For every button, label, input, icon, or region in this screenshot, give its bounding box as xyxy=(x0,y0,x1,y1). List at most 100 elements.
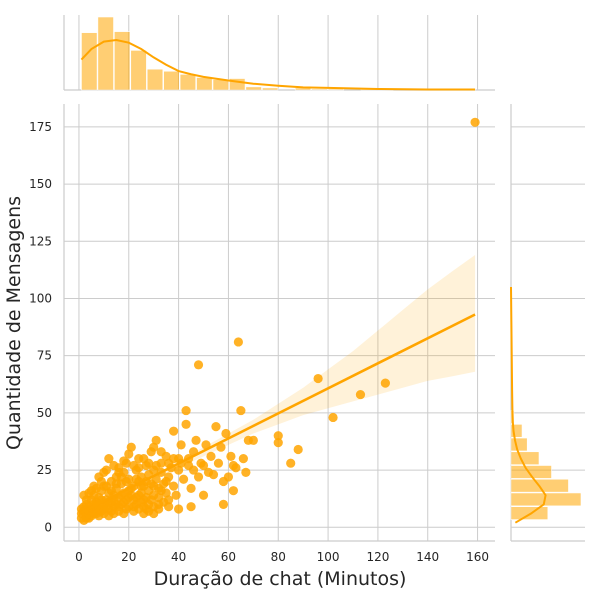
x-tick-label: 160 xyxy=(466,550,489,564)
y-tick-label: 175 xyxy=(29,120,52,134)
data-point xyxy=(233,337,243,347)
data-point xyxy=(114,467,124,477)
data-point xyxy=(151,460,161,471)
data-point xyxy=(164,495,174,505)
data-point xyxy=(104,454,114,464)
y-tick-label: 25 xyxy=(37,463,52,477)
scatter-axes: 0 20 40 60 80 100 120 140 160 0 25 50 75 100 125 150 17… xyxy=(3,104,495,590)
y-histogram-bar xyxy=(510,451,540,465)
x-tick-label: 140 xyxy=(416,550,439,564)
data-point xyxy=(213,458,224,468)
data-point xyxy=(154,504,164,514)
y-histogram-bar xyxy=(510,465,552,479)
data-point xyxy=(169,454,179,464)
data-point xyxy=(218,476,229,487)
y-tick-label: 50 xyxy=(37,406,52,420)
marginal-y-histogram xyxy=(510,104,585,542)
data-point xyxy=(178,474,189,484)
data-point xyxy=(218,499,229,509)
data-point xyxy=(164,502,174,512)
data-point xyxy=(241,467,251,477)
y-tick-label: 150 xyxy=(29,177,52,191)
x-histogram-bar xyxy=(163,70,180,91)
x-tick-label: 60 xyxy=(221,550,236,564)
data-point xyxy=(286,458,296,468)
x-kde-curve xyxy=(80,39,476,91)
data-point xyxy=(161,476,171,487)
x-tick-label: 80 xyxy=(271,550,286,564)
y-histogram-bar xyxy=(510,492,582,507)
y-tick-label: 0 xyxy=(44,520,52,534)
data-point xyxy=(248,435,258,445)
x-tick-label: 20 xyxy=(121,550,136,564)
data-point xyxy=(188,465,199,475)
data-point xyxy=(99,504,109,514)
x-histogram-bar xyxy=(229,78,246,91)
y-histogram-bar xyxy=(510,506,549,520)
data-point xyxy=(109,460,119,471)
y-tick-label: 125 xyxy=(29,234,52,248)
data-point xyxy=(198,490,209,500)
data-point xyxy=(111,479,121,489)
data-point xyxy=(176,440,186,450)
data-point xyxy=(174,504,184,514)
data-point xyxy=(470,117,480,127)
data-point xyxy=(191,435,201,445)
data-point xyxy=(134,463,144,473)
data-point xyxy=(169,426,179,436)
data-point xyxy=(211,422,221,432)
x-histogram-bar xyxy=(245,86,262,91)
data-point xyxy=(186,483,196,493)
data-point xyxy=(273,438,283,448)
data-point xyxy=(156,486,166,496)
y-tick-label: 75 xyxy=(37,349,52,363)
data-point xyxy=(89,481,99,491)
x-histogram-bar xyxy=(130,50,147,91)
data-point xyxy=(84,488,94,498)
data-point xyxy=(124,449,134,459)
x-axis-label: Duração de chat (Minutos) xyxy=(154,568,407,590)
data-point xyxy=(99,467,109,477)
data-point xyxy=(119,456,129,466)
data-point xyxy=(169,481,179,491)
data-point xyxy=(198,460,209,471)
regression-line xyxy=(78,313,476,515)
x-histogram-bar xyxy=(146,68,164,91)
data-point xyxy=(149,481,159,491)
data-point xyxy=(206,451,216,461)
x-tick-label: 100 xyxy=(317,550,340,564)
data-point xyxy=(171,490,181,500)
data-point xyxy=(238,454,248,464)
data-point xyxy=(226,451,236,461)
x-histogram-bar xyxy=(262,87,279,91)
marginal-x-histogram xyxy=(63,15,495,91)
data-point xyxy=(156,447,166,457)
x-histogram-bar xyxy=(196,77,213,91)
data-point xyxy=(193,472,204,482)
x-histogram-bar xyxy=(311,88,328,91)
x-histogram-bar xyxy=(179,74,197,91)
x-tick-label: 120 xyxy=(366,550,389,564)
data-point xyxy=(144,458,154,468)
data-point xyxy=(228,486,239,496)
y-kde-curve xyxy=(510,287,547,524)
data-point xyxy=(119,508,129,519)
data-point xyxy=(273,431,283,441)
data-point xyxy=(355,389,366,400)
data-point xyxy=(181,405,191,416)
data-point xyxy=(186,502,196,512)
data-point xyxy=(380,378,390,388)
data-point xyxy=(193,360,204,370)
data-point xyxy=(216,442,226,452)
data-point xyxy=(149,442,159,452)
y-histogram-bar xyxy=(510,437,528,452)
data-point xyxy=(221,428,231,439)
data-point xyxy=(208,470,219,480)
x-histogram-bar xyxy=(81,32,98,91)
data-point xyxy=(131,474,141,484)
y-tick-label: 100 xyxy=(29,291,52,305)
data-point xyxy=(236,405,246,416)
data-point xyxy=(293,444,303,455)
x-histogram-bar xyxy=(97,16,114,91)
